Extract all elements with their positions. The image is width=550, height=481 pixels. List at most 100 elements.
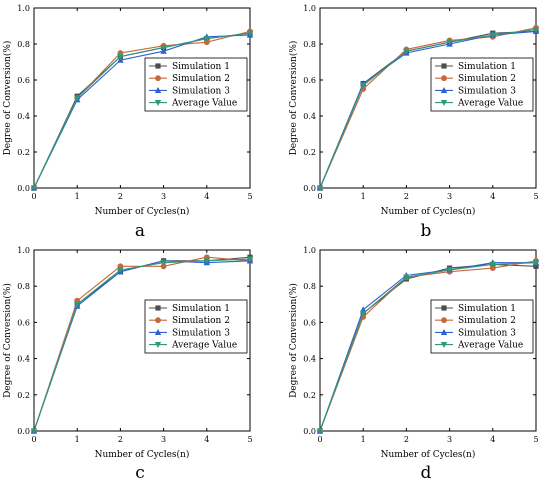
data-point: [489, 261, 496, 268]
legend-marker: [440, 87, 448, 93]
legend: Simulation 1 Simulation 2 Simulation 3 Aver…: [430, 299, 534, 354]
y-tick-label: 0.2: [303, 148, 316, 157]
legend-entry: Simulation 1: [172, 62, 230, 72]
x-tick-label: 3: [161, 192, 166, 201]
data-point: [533, 263, 539, 269]
legend-marker: [155, 75, 161, 82]
data-point: [246, 30, 254, 37]
y-tick-label: 0.6: [17, 76, 30, 85]
legend-entry: Simulation 2: [172, 74, 230, 84]
series-line: [319, 262, 537, 432]
x-tick-label: 3: [447, 192, 452, 201]
y-tick-label: 0.6: [303, 318, 316, 327]
series-line: [33, 34, 251, 189]
legend: Simulation 1 Simulation 2 Simulation 3 Aver…: [430, 57, 534, 112]
x-tick-label: 2: [404, 435, 409, 444]
data-point: [246, 256, 254, 263]
data-point: [360, 310, 367, 317]
chart-panel-d: 0 1 2 3 4 5 0.0 0.2 0.4 0.6 0.8 1.0 Number of Cycles…: [288, 246, 540, 481]
legend-entry: Average Value: [171, 99, 237, 109]
x-tick-label: 2: [118, 435, 123, 444]
x-tick-label: 1: [75, 435, 80, 444]
data-point: [203, 39, 210, 46]
y-tick-label: 0.6: [303, 76, 316, 85]
y-tick-label: 0.0: [303, 184, 316, 193]
legend-marker: [155, 317, 161, 324]
legend-marker: [440, 329, 448, 335]
data-point: [446, 267, 453, 274]
data-point: [160, 45, 167, 51]
series-line: [33, 32, 251, 189]
legend-entry: Simulation 2: [458, 74, 516, 84]
panel-label: c: [135, 463, 145, 481]
legend: Simulation 1 Simulation 2 Simulation 3 Aver…: [144, 57, 248, 112]
y-tick-label: 0.2: [303, 391, 316, 400]
legend-entry: Simulation 1: [458, 304, 516, 314]
y-tick-label: 0.4: [303, 112, 316, 121]
legend-entry: Simulation 1: [172, 304, 230, 314]
data-point: [117, 267, 124, 274]
panel-label: a: [135, 221, 145, 241]
x-tick-label: 0: [31, 435, 36, 444]
legend-entry: Simulation 3: [458, 86, 516, 96]
panel-label: b: [421, 221, 432, 241]
x-tick-label: 1: [361, 192, 366, 201]
x-tick-label: 0: [317, 192, 322, 201]
y-axis-label: Degree of Conversion(%): [2, 283, 13, 398]
x-tick-label: 3: [161, 435, 166, 444]
series-average-value: [316, 27, 540, 192]
legend-marker: [440, 100, 448, 106]
chart-panel-b: 0 1 2 3 4 5 0.0 0.2 0.4 0.6 0.8 1.0 Number of Cycles…: [288, 4, 540, 241]
legend-marker: [155, 63, 161, 69]
y-tick-label: 0.0: [17, 427, 30, 436]
x-tick-label: 4: [490, 192, 495, 201]
legend-entry: Average Value: [171, 341, 237, 351]
x-tick-label: 0: [317, 435, 322, 444]
legend-entry: Simulation 2: [458, 316, 516, 326]
data-point: [360, 82, 367, 89]
legend: Simulation 1 Simulation 2 Simulation 3 Aver…: [144, 299, 248, 354]
y-tick-label: 1.0: [303, 4, 316, 13]
series-average-value: [30, 256, 254, 435]
legend-entry: Average Value: [457, 99, 523, 109]
data-point: [160, 260, 167, 267]
x-tick-label: 4: [204, 435, 209, 444]
legend-entry: Simulation 3: [458, 328, 516, 338]
data-point: [74, 95, 81, 102]
plot-frame: [319, 249, 537, 432]
legend-marker: [155, 305, 161, 311]
series-line: [319, 262, 536, 432]
plot-frame: [33, 249, 251, 432]
y-tick-label: 1.0: [17, 246, 30, 255]
x-tick-label: 2: [118, 192, 123, 201]
data-point: [30, 185, 38, 192]
data-point: [316, 185, 324, 192]
legend-entry: Simulation 3: [172, 86, 230, 96]
y-tick-label: 1.0: [17, 4, 30, 13]
data-point: [30, 428, 38, 435]
series-average-value: [30, 30, 254, 192]
data-point: [160, 263, 167, 270]
y-tick-label: 0.4: [303, 355, 316, 364]
x-tick-label: 5: [533, 192, 538, 201]
data-point: [403, 274, 410, 281]
data-point: [532, 260, 540, 267]
y-tick-label: 0.4: [17, 112, 30, 121]
data-point: [532, 27, 540, 33]
x-tick-label: 1: [361, 435, 366, 444]
y-axis-label: Degree of Conversion(%): [288, 41, 299, 156]
legend-marker: [154, 100, 162, 106]
data-point: [489, 32, 496, 39]
legend-marker: [154, 342, 162, 348]
data-point: [316, 428, 324, 435]
legend-marker: [154, 87, 162, 93]
legend-marker: [154, 329, 162, 335]
x-tick-label: 3: [447, 435, 452, 444]
plot-frame: [319, 7, 537, 189]
panel-label: d: [421, 463, 432, 481]
data-point: [489, 265, 496, 271]
legend-marker: [441, 75, 447, 82]
y-tick-label: 0.4: [17, 355, 30, 364]
x-tick-label: 4: [490, 435, 495, 444]
